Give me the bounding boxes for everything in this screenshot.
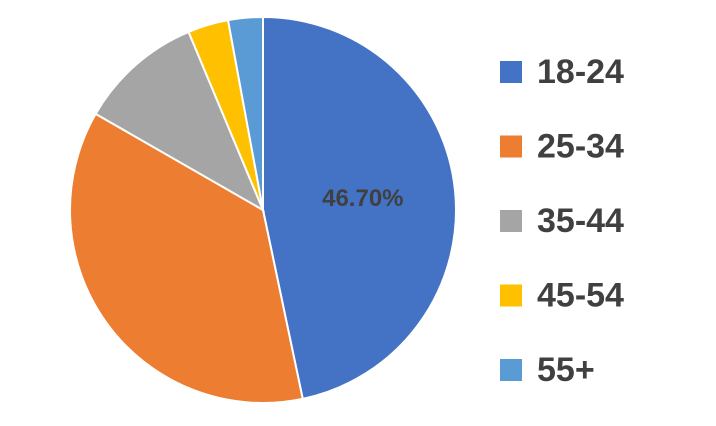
legend-swatch bbox=[500, 359, 522, 381]
legend-swatch bbox=[500, 284, 522, 307]
legend-label: 25-34 bbox=[537, 127, 624, 165]
legend-swatch bbox=[500, 61, 522, 83]
legend-swatch bbox=[500, 210, 522, 232]
pie-slice bbox=[226, 15, 264, 211]
legend-label: 45-54 bbox=[537, 276, 624, 314]
pie-slice bbox=[94, 30, 266, 213]
legend-swatch bbox=[500, 135, 522, 158]
legend-label: 55+ bbox=[537, 351, 595, 389]
legend-label: 18-24 bbox=[537, 53, 624, 91]
data-label: 46.70% bbox=[322, 185, 403, 212]
legend-label: 35-44 bbox=[537, 202, 624, 240]
pie-slice bbox=[69, 112, 304, 404]
pie-slice bbox=[262, 15, 457, 401]
